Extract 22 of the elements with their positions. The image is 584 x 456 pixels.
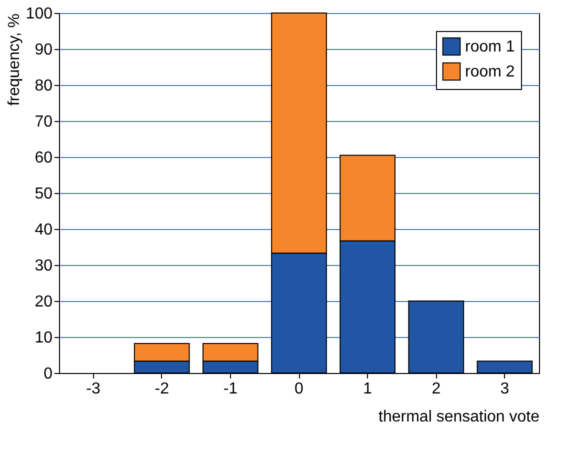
y-tick-label: 100 [26,6,53,22]
legend-label: room 2 [465,64,515,80]
legend-label: room 1 [465,38,515,56]
x-tick-label: -3 [86,380,100,398]
y-tick-label: 70 [34,114,53,130]
y-tick-label: 50 [34,186,53,202]
x-tick-label: 1 [363,380,372,398]
x-tick-label: 3 [500,380,510,398]
x-tick-label: 2 [432,380,441,398]
y-tick-label: 0 [44,366,53,382]
y-axis-title: frequency, % [6,14,23,106]
y-tick-label: 30 [34,258,53,274]
y-tick-label: 20 [34,294,53,310]
y-tick-label: 40 [34,222,53,238]
y-tick-label: 80 [34,78,53,94]
y-tick-label: 60 [34,150,53,166]
x-tick-label: -1 [223,380,238,398]
x-tick-label: 0 [294,380,304,398]
y-tick-label: 90 [34,42,53,58]
x-tick-label: -2 [154,380,170,398]
x-axis-title: thermal sensation vote [378,408,540,426]
y-tick-label: 10 [34,330,53,346]
